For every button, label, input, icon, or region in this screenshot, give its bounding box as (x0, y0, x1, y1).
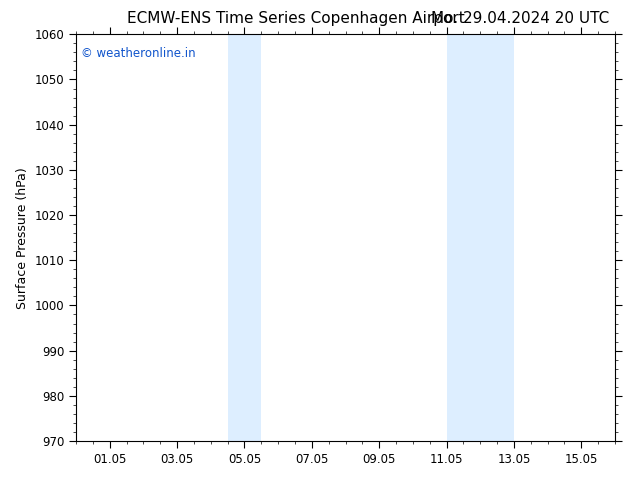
Text: ECMW-ENS Time Series Copenhagen Airport: ECMW-ENS Time Series Copenhagen Airport (127, 11, 465, 26)
Text: Mo. 29.04.2024 20 UTC: Mo. 29.04.2024 20 UTC (431, 11, 609, 26)
Y-axis label: Surface Pressure (hPa): Surface Pressure (hPa) (16, 167, 29, 309)
Bar (446, 34, 514, 441)
Text: © weatheronline.in: © weatheronline.in (81, 47, 196, 59)
Bar (228, 34, 261, 441)
